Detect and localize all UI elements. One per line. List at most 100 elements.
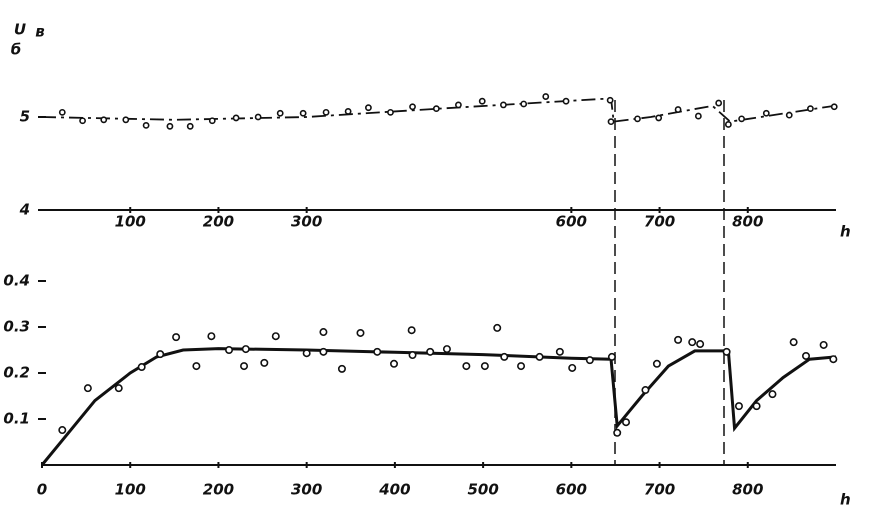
x-tick-label: 300 [291,481,322,499]
data-point [114,384,123,393]
data-point [688,338,697,347]
data-point [225,345,234,354]
data-point [356,328,365,337]
data-point [606,96,614,104]
data-point [738,115,746,123]
x-tick-label: 800 [732,481,763,499]
x-axis-label: h [840,491,851,509]
data-point [232,114,240,122]
data-point [319,328,328,337]
data-point [172,333,181,342]
data-point [137,363,146,372]
x-tick-label: 400 [378,481,410,499]
data-point [641,386,650,395]
data-point [674,335,683,344]
data-point [254,113,262,121]
data-point [271,332,280,341]
data-point [500,101,507,109]
data-point [622,418,631,427]
x-tick-label: 800 [732,213,763,231]
y-tick-label: 0.4 [3,272,30,290]
data-point [724,121,732,128]
y-axis-label: U [14,21,26,39]
data-point [455,101,462,109]
y-tick-label: 0.1 [3,410,30,428]
data-point [789,338,798,347]
data-point [652,359,661,368]
data-point [58,426,67,435]
data-point [156,350,165,359]
x-tick-label: 200 [203,481,234,499]
data-point [299,109,307,117]
data-point [142,121,150,129]
data-point [613,428,622,437]
data-point [319,347,328,356]
y-tick-label: 0.2 [3,364,30,382]
data-point [715,99,723,107]
data-point [276,109,284,117]
data-point [478,97,486,105]
data-point [722,347,731,356]
data-point [655,114,663,122]
data-point [390,359,399,368]
x-tick-label: 0 [37,481,47,499]
data-point [373,347,382,356]
data-point [186,122,194,130]
data-point [517,362,526,371]
data-point [585,356,594,365]
data-point [365,104,372,112]
x-tick-label: 700 [644,213,675,231]
data-point [819,340,828,349]
data-point [542,93,550,100]
data-point [409,103,416,111]
data-point [480,362,489,371]
x-tick-label: 300 [291,213,322,231]
data-point [520,100,528,108]
data-point [241,345,250,354]
x-axis-label: h [840,223,851,241]
data-point [762,109,770,117]
x-tick-label: 100 [115,481,146,499]
data-point [493,323,502,332]
data-point [829,355,838,364]
data-point [752,402,761,411]
data-point [83,384,92,393]
data-point [260,358,269,367]
data-point [734,402,743,411]
data-point [344,108,352,115]
y-axis-unit: в [35,23,45,41]
y-tick-label: 0.3 [3,318,30,336]
data-point [100,116,108,124]
data-point [442,345,451,354]
data-point [562,97,570,105]
data-point [462,362,471,371]
data-point [322,108,330,116]
data-point [607,352,616,361]
data-point [768,390,777,399]
x-tick-label: 600 [556,213,587,231]
y-tick-label: 5 [20,108,30,126]
data-point [166,122,174,130]
data-point [802,351,811,360]
data-point [302,349,311,358]
x-tick-label: 700 [644,481,675,499]
data-point [694,112,702,120]
data-point [408,351,417,360]
data-point [830,103,838,111]
data-point [634,115,641,123]
data-point [208,117,216,125]
data-point [122,116,130,124]
x-tick-label: 500 [467,481,498,499]
data-point [432,105,440,113]
x-tick-label: 100 [115,213,146,231]
y-axis-label-sub: б [11,41,21,59]
data-point [807,105,814,113]
data-point [407,326,416,335]
data-point [58,108,66,116]
data-point [500,352,509,361]
data-point [207,332,216,341]
curve [40,347,837,466]
y-tick-label: 4 [19,201,30,219]
x-tick-label: 200 [203,213,234,231]
